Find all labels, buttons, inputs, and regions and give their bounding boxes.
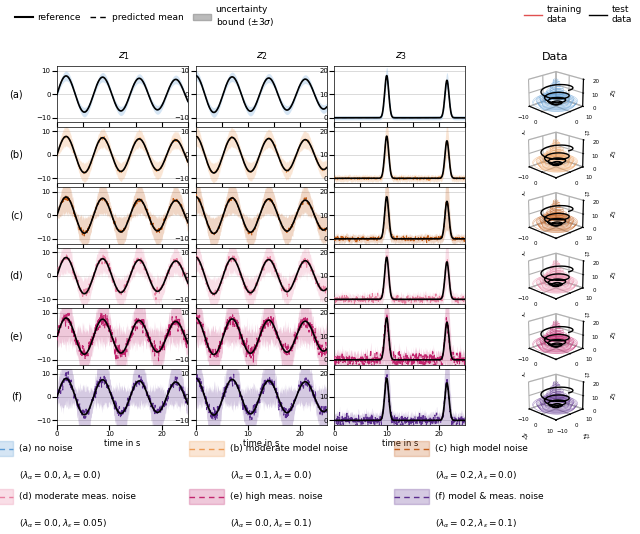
Y-axis label: $z_2$: $z_2$ xyxy=(581,431,593,443)
Text: $z_2$: $z_2$ xyxy=(257,50,268,62)
Y-axis label: $z_2$: $z_2$ xyxy=(581,189,593,201)
Text: $(\lambda_{\alpha} = 0.0, \lambda_{\varepsilon} = 0.05)$: $(\lambda_{\alpha} = 0.0, \lambda_{\vare… xyxy=(19,517,108,530)
Text: $(\lambda_{\alpha} = 0.0, \lambda_{\varepsilon} = 0.0)$: $(\lambda_{\alpha} = 0.0, \lambda_{\vare… xyxy=(19,469,102,482)
Text: (a) no noise: (a) no noise xyxy=(19,444,73,453)
Text: $(\lambda_{\alpha} = 0.1, \lambda_{\varepsilon} = 0.0)$: $(\lambda_{\alpha} = 0.1, \lambda_{\vare… xyxy=(230,469,313,482)
Y-axis label: (b): (b) xyxy=(10,150,23,160)
Polygon shape xyxy=(189,441,224,456)
X-axis label: $z_1$: $z_1$ xyxy=(520,129,531,140)
Y-axis label: $z_2$: $z_2$ xyxy=(581,371,593,382)
Text: (f) model & meas. noise: (f) model & meas. noise xyxy=(435,492,544,501)
X-axis label: time in s: time in s xyxy=(104,439,141,447)
Y-axis label: (f): (f) xyxy=(11,392,22,402)
Text: (b) moderate model noise: (b) moderate model noise xyxy=(230,444,348,453)
X-axis label: time in s: time in s xyxy=(243,439,279,447)
X-axis label: $z_1$: $z_1$ xyxy=(520,431,531,443)
Y-axis label: (e): (e) xyxy=(10,332,23,341)
Polygon shape xyxy=(189,489,224,504)
Text: (d) moderate meas. noise: (d) moderate meas. noise xyxy=(19,492,136,501)
X-axis label: $z_1$: $z_1$ xyxy=(520,189,531,201)
Polygon shape xyxy=(394,441,429,456)
Polygon shape xyxy=(394,489,429,504)
X-axis label: time in s: time in s xyxy=(381,439,418,447)
Y-axis label: $z_2$: $z_2$ xyxy=(581,310,593,322)
Y-axis label: $z_2$: $z_2$ xyxy=(581,129,593,140)
Text: $z_3$: $z_3$ xyxy=(395,50,407,62)
Y-axis label: (a): (a) xyxy=(10,89,23,99)
Y-axis label: (c): (c) xyxy=(10,210,23,221)
Text: (e) high meas. noise: (e) high meas. noise xyxy=(230,492,323,501)
Polygon shape xyxy=(0,489,13,504)
Legend: training
data, test
data: training data, test data xyxy=(520,1,636,28)
Text: $z_1$: $z_1$ xyxy=(118,50,130,62)
Text: (c) high model noise: (c) high model noise xyxy=(435,444,528,453)
Y-axis label: (d): (d) xyxy=(10,271,23,281)
Text: $(\lambda_{\alpha} = 0.2, \lambda_{\varepsilon} = 0.0)$: $(\lambda_{\alpha} = 0.2, \lambda_{\vare… xyxy=(435,469,517,482)
X-axis label: $z_1$: $z_1$ xyxy=(520,249,531,261)
Text: $(\lambda_{\alpha} = 0.0, \lambda_{\varepsilon} = 0.1)$: $(\lambda_{\alpha} = 0.0, \lambda_{\vare… xyxy=(230,517,313,530)
Text: $(\lambda_{\alpha} = 0.2, \lambda_{\varepsilon} = 0.1)$: $(\lambda_{\alpha} = 0.2, \lambda_{\vare… xyxy=(435,517,517,530)
X-axis label: $z_1$: $z_1$ xyxy=(520,371,531,382)
Text: Data: Data xyxy=(542,52,568,62)
Y-axis label: $z_2$: $z_2$ xyxy=(581,249,593,261)
X-axis label: $z_1$: $z_1$ xyxy=(520,310,531,322)
Polygon shape xyxy=(0,441,13,456)
